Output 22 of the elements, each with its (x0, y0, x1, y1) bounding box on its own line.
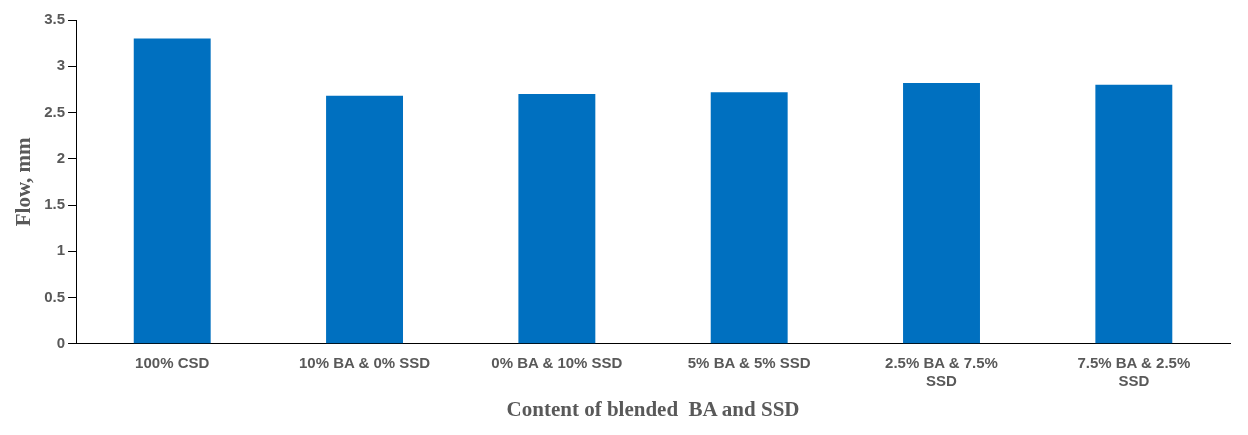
y-tick-label: 1 (56, 241, 66, 259)
x-tick-label: 0% BA & 10% SSD (491, 353, 623, 371)
x-tick-label: 10% BA & 0% SSD (298, 353, 431, 371)
bar (518, 94, 596, 344)
y-tick-label: 2.5 (44, 102, 66, 120)
y-tick-label: 1.5 (44, 195, 66, 213)
x-tick-label: 2.5% BA & 7.5% SSD (885, 353, 998, 389)
y-tick-label: 3 (56, 56, 66, 74)
y-tick-label: 3.5 (44, 10, 66, 28)
y-axis-title: Flow, mm (11, 137, 36, 227)
bar (903, 82, 980, 344)
x-tick-label: 7.5% BA & 2.5% SSD (1077, 353, 1191, 389)
bar (710, 92, 788, 344)
y-tick-label: 2 (56, 148, 66, 166)
bar (133, 38, 211, 344)
x-axis-title: Content of blended BA and SSD (506, 396, 800, 421)
y-tick-label: 0 (56, 333, 66, 351)
x-tick-label: 100% CSD (135, 353, 210, 371)
x-tick-label: 5% BA & 5% SSD (687, 353, 811, 371)
bar (326, 95, 403, 344)
y-tick-label: 0.5 (44, 287, 66, 305)
bar (1095, 84, 1173, 344)
